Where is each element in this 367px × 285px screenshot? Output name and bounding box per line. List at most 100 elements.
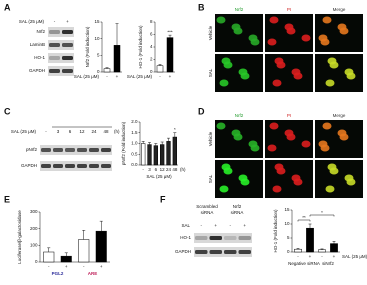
- y-tick-label: 10: [94, 36, 100, 41]
- blot-group-label: Nrf2: [233, 204, 242, 209]
- blot-group-label: siRNA: [231, 210, 244, 215]
- blot-band: [238, 250, 251, 254]
- blot-band: [209, 236, 222, 240]
- x-tick-label: 3: [148, 167, 151, 172]
- cell: [238, 68, 248, 76]
- micrograph: [265, 160, 313, 198]
- cell: [216, 122, 226, 130]
- blot-band: [49, 56, 60, 60]
- x-tick-label: +: [65, 264, 68, 269]
- y-tick-label: 0.5: [131, 151, 138, 156]
- x-tick-label: +: [100, 264, 103, 269]
- image-column-label: Merge: [333, 7, 346, 12]
- bar: [78, 239, 90, 263]
- blot-lane-label: -: [54, 19, 56, 24]
- significance-label: *: [174, 127, 176, 132]
- cell: [344, 174, 354, 182]
- panel-letter: D: [198, 106, 205, 116]
- cell: [322, 16, 332, 24]
- bar: [43, 251, 55, 263]
- cell: [221, 57, 231, 65]
- x-tick-label: -: [48, 264, 50, 269]
- blot-band: [224, 236, 237, 240]
- cell: [291, 68, 301, 76]
- blot-treatment: SAL (25 μM): [11, 129, 37, 134]
- y-tick-label: 10: [284, 221, 290, 226]
- micrograph: [265, 54, 313, 92]
- x-tick-label: 6: [155, 167, 158, 172]
- blot-lane-label: +: [214, 223, 217, 228]
- blot-band: [53, 164, 63, 168]
- y-axis-label: Luciferase/β-galactosidase: [17, 210, 22, 264]
- blot-band: [62, 69, 73, 73]
- cell: [231, 129, 241, 137]
- blot-band: [49, 30, 60, 34]
- cell: [284, 129, 294, 137]
- group-label: PGL2: [52, 271, 64, 276]
- blot-band: [62, 56, 73, 60]
- cell: [267, 38, 277, 46]
- blot-group-label: siRNA: [201, 210, 214, 215]
- y-tick-label: 1.5: [131, 130, 138, 135]
- blot-row-label: GAPDH: [21, 163, 37, 168]
- blot-row-label: GAPDH: [29, 68, 45, 73]
- blot-band: [77, 148, 87, 152]
- blot-band: [101, 148, 111, 152]
- y-axis-label: pNrf2 (Fold induction): [121, 121, 126, 165]
- image-row-label: Vehicle: [208, 131, 213, 146]
- x-tick-label: -: [142, 167, 144, 172]
- y-axis-label: HO-1 (Fold induction): [273, 209, 278, 253]
- significance-label: *: [321, 210, 323, 215]
- bar: [306, 227, 314, 253]
- x-tick-label: 24: [166, 167, 172, 172]
- y-tick-label: 15: [284, 207, 290, 212]
- x-tick-label: -: [297, 254, 299, 259]
- image-column-label: Nrf2: [235, 113, 244, 118]
- bar: [330, 243, 338, 253]
- x-tick-label: +: [333, 254, 336, 259]
- x-tick-label: -: [83, 264, 85, 269]
- cell: [337, 23, 347, 31]
- bar: [113, 45, 121, 73]
- bar: [294, 248, 302, 253]
- blot-treatment: SAL: [181, 223, 190, 228]
- x-tick-label: -: [321, 254, 323, 259]
- bar: [60, 255, 72, 263]
- cell: [301, 34, 311, 42]
- y-tick-label: 4: [150, 44, 153, 49]
- panel-letter: F: [160, 194, 166, 204]
- blot-strip: [40, 145, 112, 155]
- blot-lane-label: +: [66, 19, 69, 24]
- cell: [318, 140, 328, 148]
- blot-band: [89, 148, 99, 152]
- x-tick-label: 48: [172, 167, 178, 172]
- group-label: ARE: [88, 271, 98, 276]
- blot-band: [209, 250, 222, 254]
- cell: [274, 163, 284, 171]
- blot-strip: [48, 53, 74, 63]
- y-tick-label: 0: [287, 249, 290, 254]
- blot-row-label: pNrf2: [26, 147, 38, 152]
- y-axis-label: HO-1 (Fold induction): [138, 25, 143, 69]
- y-tick-label: 5: [287, 235, 290, 240]
- bar: [141, 143, 146, 166]
- cell: [272, 79, 282, 87]
- blot-lane-label: -: [45, 129, 47, 134]
- blot-band: [77, 164, 87, 168]
- cell: [337, 129, 347, 137]
- cell: [219, 79, 229, 87]
- group-label: siNrf2: [322, 261, 334, 266]
- panel-letter: A: [4, 2, 11, 12]
- cell: [344, 68, 354, 76]
- cell: [325, 79, 335, 87]
- blot-lane-label: +: [243, 223, 246, 228]
- cell: [327, 57, 337, 65]
- blot-band: [53, 148, 63, 152]
- blot-row-label: Nrf2: [36, 29, 45, 34]
- cell: [248, 140, 258, 148]
- x-tick-label: +: [169, 74, 172, 79]
- blot-band: [49, 43, 60, 47]
- bar: [147, 144, 152, 166]
- bar: [153, 145, 158, 166]
